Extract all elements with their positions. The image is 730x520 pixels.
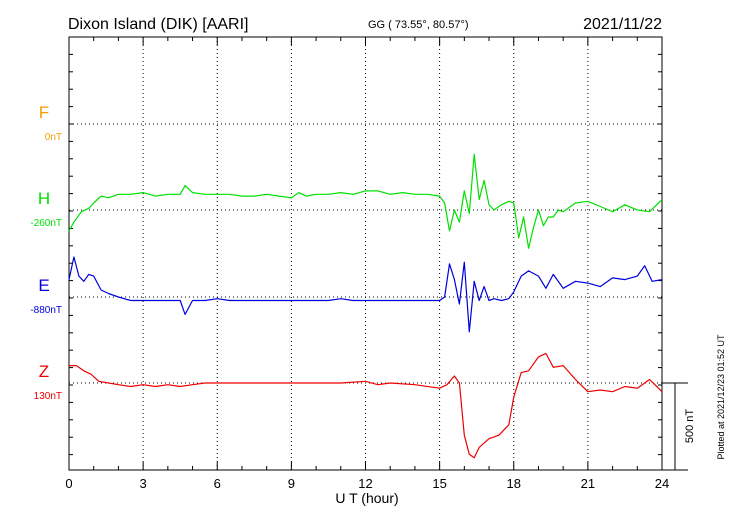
x-tick-label: 9	[288, 476, 295, 491]
coordinates-label: GG ( 73.55°, 80.57°)	[368, 19, 469, 31]
series-name-label: Z	[39, 362, 49, 381]
series-line-e	[68, 256, 663, 333]
x-tick-label: 18	[507, 476, 521, 491]
series-name-label: F	[39, 103, 49, 122]
series-baseline-label: 0nT	[45, 132, 62, 143]
x-axis-label: U T (hour)	[335, 490, 398, 506]
x-tick-label: 6	[214, 476, 221, 491]
scale-bar-label: 500 nT	[684, 409, 696, 444]
x-tick-label: 3	[140, 476, 147, 491]
x-tick-label: 0	[65, 476, 72, 491]
date-label: 2021/11/22	[583, 16, 662, 33]
series-baseline-label: 130nT	[34, 391, 62, 402]
series-line-z	[69, 352, 663, 459]
station-title: Dixon Island (DIK) [AARI]	[68, 16, 249, 33]
x-tick-labels: 0 3 6 9 12 15 18 21 24	[65, 476, 669, 491]
plotted-at-note: Plotted at 2021/12/23 01:52 UT	[716, 334, 726, 460]
series-line-h	[68, 153, 663, 249]
axis-ticks	[68, 36, 663, 470]
grid-lines	[69, 37, 662, 470]
series-name-label: H	[38, 189, 50, 208]
series-baseline-label: -260nT	[30, 218, 62, 229]
x-tick-label: 24	[655, 476, 669, 491]
x-tick-label: 21	[581, 476, 595, 491]
series-baseline-label: -880nT	[30, 305, 62, 316]
series-labels: F 0nT H -260nT E -880nT Z 130nT	[30, 103, 62, 402]
x-tick-label: 12	[358, 476, 372, 491]
series-lines	[68, 153, 663, 459]
series-name-label: E	[38, 276, 49, 295]
scale-bar	[662, 382, 688, 471]
x-tick-label: 15	[432, 476, 446, 491]
